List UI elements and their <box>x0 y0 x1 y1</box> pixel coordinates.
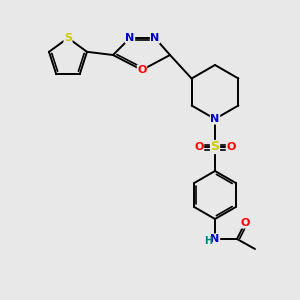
Text: N: N <box>210 234 220 244</box>
Text: O: O <box>194 142 204 152</box>
Text: S: S <box>211 140 220 154</box>
Text: N: N <box>150 33 160 43</box>
Text: O: O <box>240 218 250 228</box>
Text: N: N <box>210 114 220 124</box>
Text: H: H <box>204 236 212 246</box>
Text: O: O <box>226 142 236 152</box>
Text: O: O <box>137 65 147 75</box>
Text: S: S <box>64 33 72 43</box>
Text: N: N <box>125 33 135 43</box>
